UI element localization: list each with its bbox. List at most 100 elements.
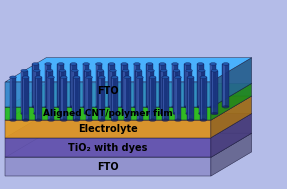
Polygon shape	[48, 77, 54, 120]
Ellipse shape	[187, 76, 194, 79]
Text: Aligned CNT/polymer film: Aligned CNT/polymer film	[43, 109, 173, 118]
Polygon shape	[174, 71, 175, 114]
Ellipse shape	[199, 112, 205, 115]
Polygon shape	[134, 64, 136, 107]
Polygon shape	[187, 71, 188, 114]
Ellipse shape	[110, 112, 116, 115]
Polygon shape	[199, 71, 201, 114]
Polygon shape	[33, 64, 34, 107]
Polygon shape	[121, 64, 127, 107]
Polygon shape	[110, 71, 116, 114]
Ellipse shape	[160, 112, 167, 115]
Polygon shape	[211, 133, 252, 176]
Polygon shape	[83, 64, 90, 107]
Polygon shape	[188, 77, 189, 120]
Ellipse shape	[73, 119, 80, 122]
Ellipse shape	[32, 63, 39, 65]
Ellipse shape	[45, 63, 51, 65]
Polygon shape	[45, 64, 47, 107]
Polygon shape	[112, 77, 113, 120]
Polygon shape	[185, 64, 187, 107]
Ellipse shape	[34, 112, 40, 115]
Polygon shape	[109, 64, 110, 107]
Ellipse shape	[222, 105, 229, 108]
Polygon shape	[34, 71, 36, 114]
Ellipse shape	[149, 119, 156, 122]
Ellipse shape	[108, 63, 115, 65]
Ellipse shape	[10, 76, 16, 79]
Polygon shape	[110, 71, 112, 114]
Polygon shape	[71, 64, 72, 107]
Ellipse shape	[173, 112, 180, 115]
Polygon shape	[84, 64, 85, 107]
Polygon shape	[5, 108, 211, 120]
Polygon shape	[136, 71, 137, 114]
Polygon shape	[137, 77, 143, 120]
Polygon shape	[74, 77, 75, 120]
Polygon shape	[85, 71, 86, 114]
Ellipse shape	[121, 63, 127, 65]
Ellipse shape	[84, 112, 91, 115]
Polygon shape	[72, 71, 78, 114]
Ellipse shape	[46, 69, 53, 72]
Polygon shape	[146, 64, 153, 107]
Ellipse shape	[184, 105, 191, 108]
Polygon shape	[10, 77, 12, 120]
Polygon shape	[5, 82, 211, 108]
Ellipse shape	[21, 112, 28, 115]
Polygon shape	[135, 71, 142, 114]
Polygon shape	[174, 77, 181, 120]
Polygon shape	[197, 64, 204, 107]
Ellipse shape	[172, 63, 178, 65]
Polygon shape	[186, 71, 193, 114]
Ellipse shape	[174, 76, 181, 79]
Ellipse shape	[200, 119, 207, 122]
Ellipse shape	[57, 105, 64, 108]
Ellipse shape	[160, 69, 167, 72]
Polygon shape	[200, 77, 207, 120]
Polygon shape	[98, 71, 99, 114]
Ellipse shape	[83, 105, 90, 108]
Polygon shape	[211, 96, 252, 138]
Polygon shape	[99, 77, 101, 120]
Polygon shape	[222, 64, 229, 107]
Polygon shape	[5, 96, 252, 120]
Ellipse shape	[86, 76, 92, 79]
Ellipse shape	[159, 63, 166, 65]
Polygon shape	[86, 77, 88, 120]
Ellipse shape	[73, 76, 80, 79]
Ellipse shape	[110, 69, 116, 72]
Ellipse shape	[111, 119, 118, 122]
Polygon shape	[21, 71, 28, 114]
Ellipse shape	[197, 63, 204, 65]
Polygon shape	[150, 77, 151, 120]
Ellipse shape	[22, 119, 29, 122]
Polygon shape	[5, 120, 211, 138]
Polygon shape	[5, 114, 252, 138]
Ellipse shape	[96, 63, 102, 65]
Polygon shape	[23, 77, 24, 120]
Ellipse shape	[98, 119, 105, 122]
Polygon shape	[5, 83, 252, 108]
Ellipse shape	[86, 119, 92, 122]
Polygon shape	[123, 71, 125, 114]
Polygon shape	[59, 71, 66, 114]
Polygon shape	[60, 71, 61, 114]
Polygon shape	[47, 71, 49, 114]
Polygon shape	[160, 71, 167, 114]
Text: Electrolyte: Electrolyte	[78, 124, 138, 134]
Ellipse shape	[210, 63, 216, 65]
Ellipse shape	[173, 69, 180, 72]
Ellipse shape	[211, 112, 218, 115]
Ellipse shape	[137, 119, 143, 122]
Polygon shape	[211, 58, 252, 108]
Polygon shape	[187, 77, 194, 120]
Polygon shape	[72, 71, 74, 114]
Ellipse shape	[187, 119, 194, 122]
Ellipse shape	[135, 69, 142, 72]
Ellipse shape	[21, 69, 28, 72]
Polygon shape	[32, 64, 39, 107]
Polygon shape	[210, 64, 216, 107]
Ellipse shape	[211, 69, 218, 72]
Polygon shape	[84, 71, 91, 114]
